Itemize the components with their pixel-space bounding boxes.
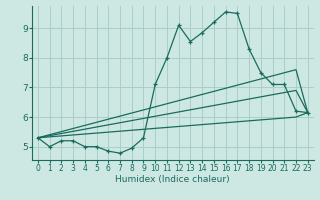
X-axis label: Humidex (Indice chaleur): Humidex (Indice chaleur) <box>116 175 230 184</box>
